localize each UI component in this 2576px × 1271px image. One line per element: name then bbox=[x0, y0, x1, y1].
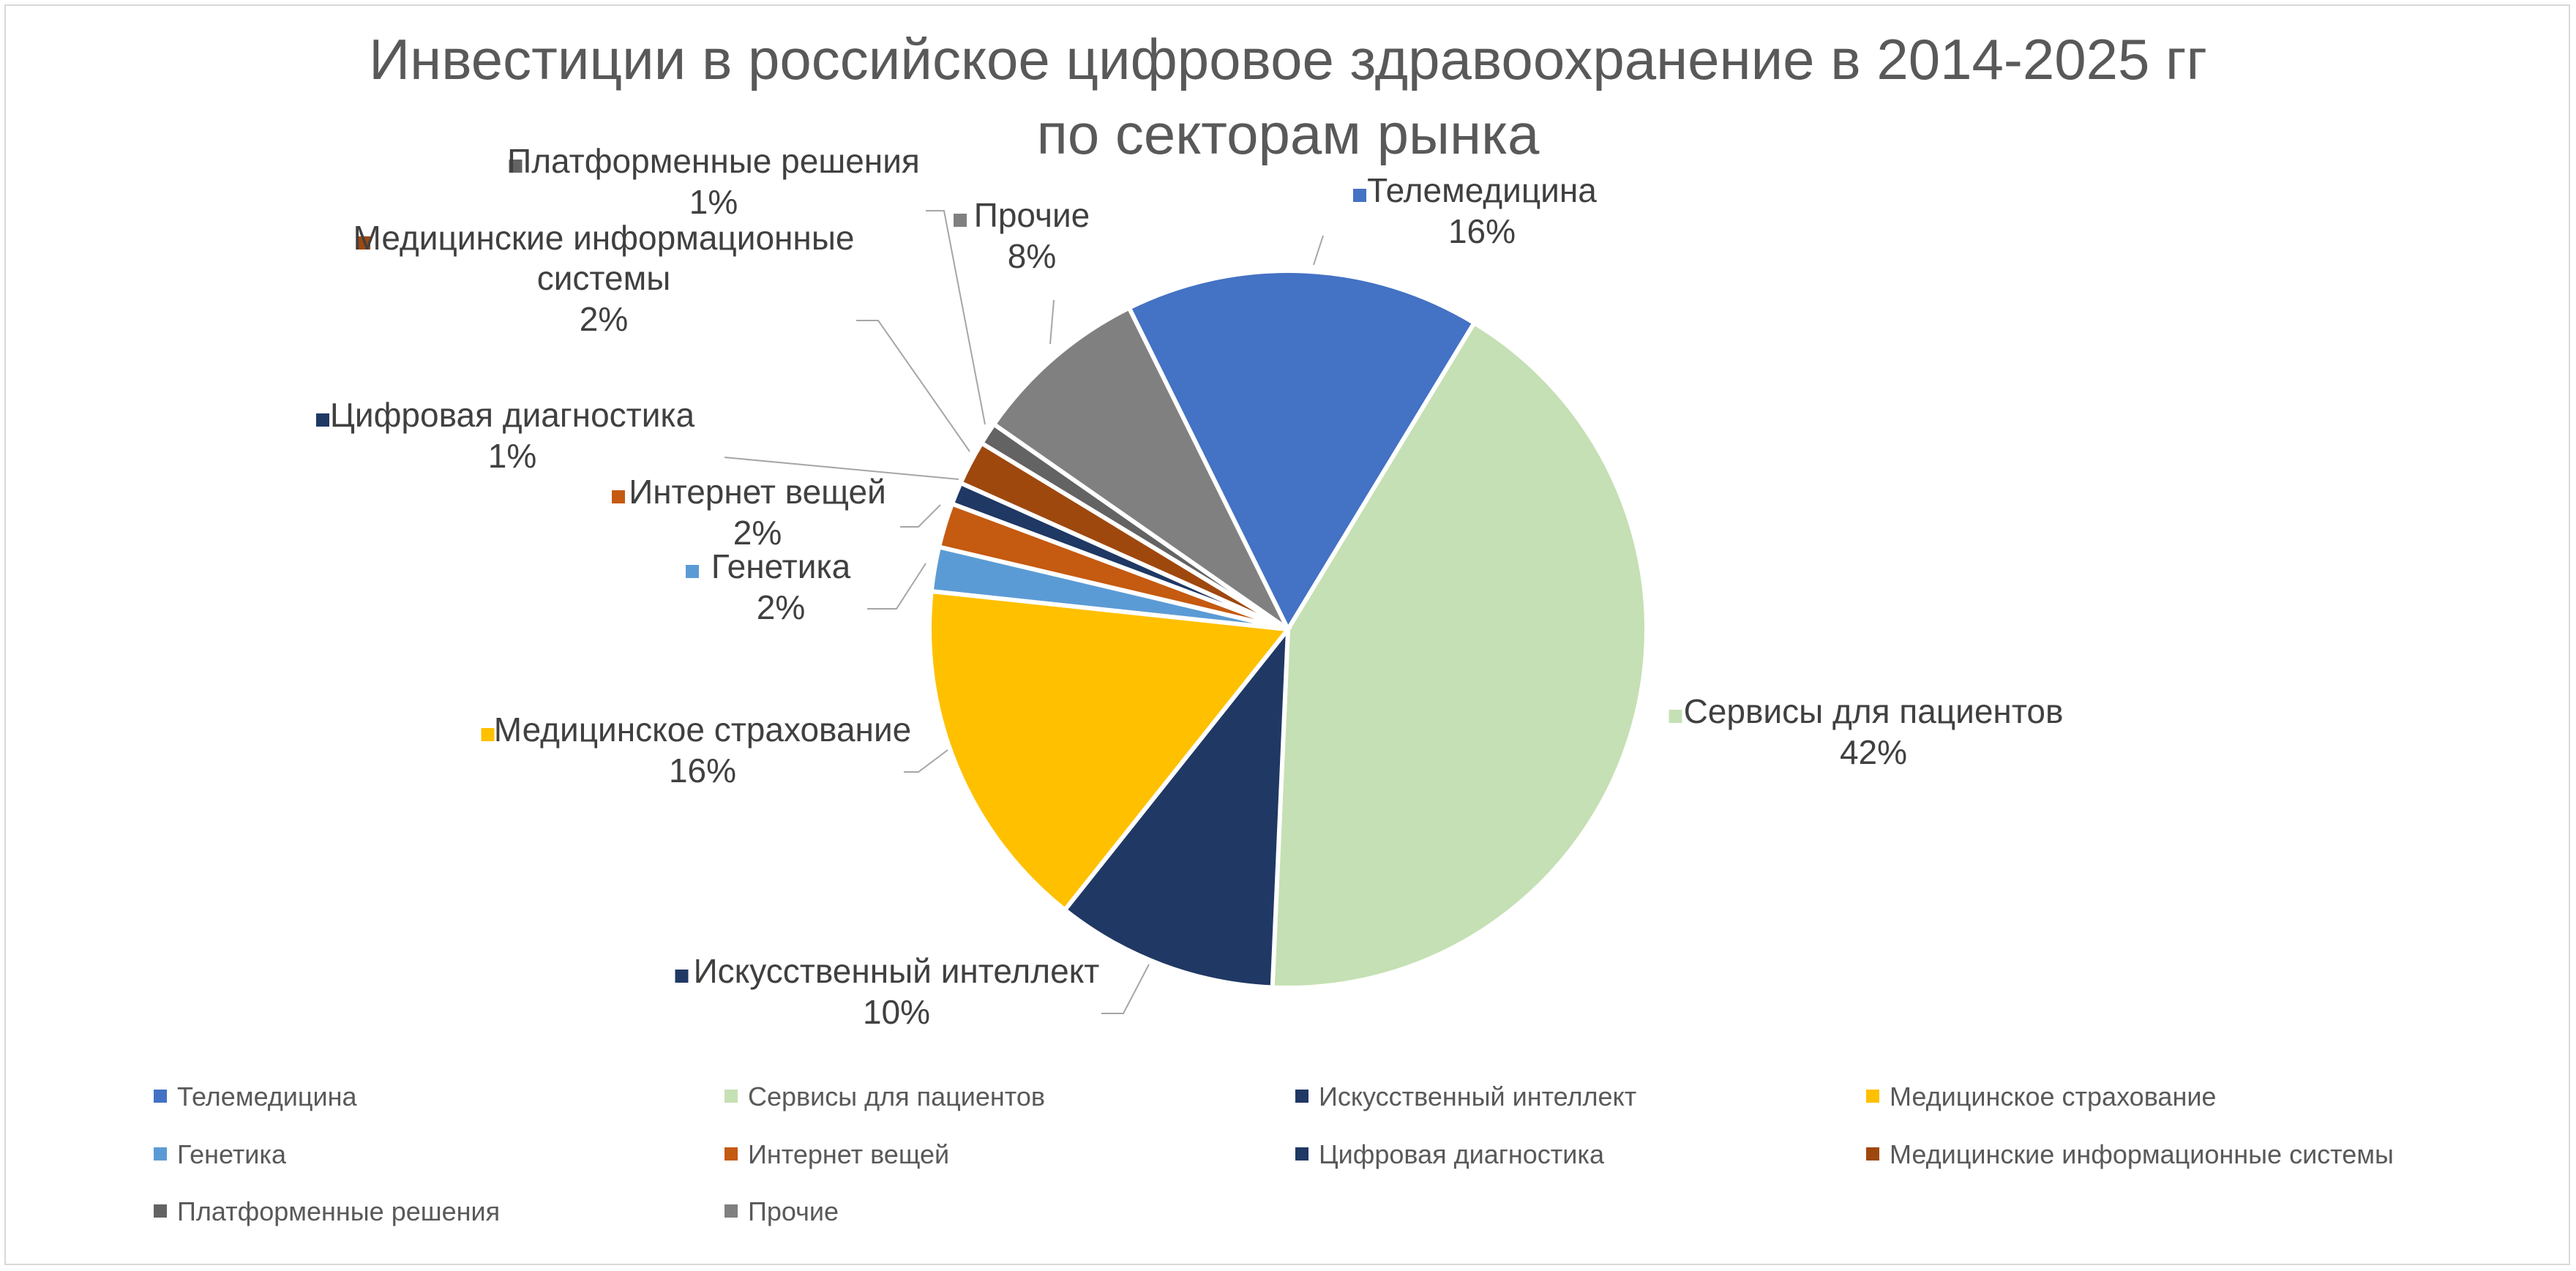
leader-line bbox=[900, 504, 941, 528]
label-name: Генетика bbox=[711, 547, 851, 585]
leader-line bbox=[904, 749, 948, 773]
legend-swatch bbox=[154, 1204, 167, 1218]
label-marker bbox=[357, 236, 370, 250]
legend-item: Платформенные решения bbox=[154, 1196, 500, 1226]
label-marker bbox=[509, 160, 523, 173]
label-percent: 2% bbox=[733, 514, 782, 552]
label-marker bbox=[612, 490, 625, 503]
label-percent: 1% bbox=[689, 183, 738, 221]
legend-item: Искусственный интеллект bbox=[1295, 1081, 1636, 1111]
label-marker bbox=[1669, 710, 1682, 723]
leader-line bbox=[926, 210, 986, 425]
legend-item: Телемедицина bbox=[154, 1081, 358, 1111]
label-name: Искусственный интеллект bbox=[694, 952, 1100, 990]
label-name: Платформенные решения bbox=[507, 142, 920, 180]
label-percent: 2% bbox=[580, 300, 628, 338]
legend-item: Генетика bbox=[154, 1139, 287, 1169]
legend-label: Искусственный интеллект bbox=[1319, 1081, 1636, 1111]
slice-1 bbox=[1270, 320, 1649, 990]
legend-label: Сервисы для пациентов bbox=[748, 1081, 1045, 1111]
label-name: Прочие bbox=[974, 196, 1090, 234]
label-marker bbox=[954, 214, 967, 227]
legend-swatch bbox=[1866, 1090, 1879, 1103]
legend-item: Интернет вещей bbox=[724, 1139, 949, 1169]
legend-swatch bbox=[1295, 1090, 1308, 1103]
legend-item: Прочие bbox=[724, 1196, 839, 1226]
legend-item: Медицинские информационные системы bbox=[1866, 1139, 2394, 1169]
label-marker bbox=[1353, 189, 1366, 202]
legend-label: Цифровая диагностика bbox=[1319, 1139, 1605, 1169]
legend-swatch bbox=[1866, 1147, 1879, 1161]
label-percent: 16% bbox=[1448, 212, 1516, 250]
label-percent: 2% bbox=[757, 588, 805, 626]
label-name: Интернет вещей bbox=[629, 473, 886, 511]
leader-line bbox=[1049, 299, 1055, 345]
label-name: Телемедицина bbox=[1367, 171, 1597, 209]
label-percent: 10% bbox=[863, 993, 930, 1031]
leader-line bbox=[856, 320, 970, 452]
leader-lines bbox=[724, 210, 1324, 1014]
legend-label: Медицинские информационные системы bbox=[1890, 1139, 2394, 1169]
chart-title: Инвестиции в российское цифровое здравоо… bbox=[369, 27, 2207, 91]
label-marker bbox=[316, 413, 329, 427]
label-name: системы bbox=[537, 259, 671, 297]
legend-swatch bbox=[724, 1204, 738, 1218]
leader-line bbox=[724, 457, 959, 480]
leader-line bbox=[867, 563, 926, 610]
legend-item: Медицинское страхование bbox=[1866, 1081, 2216, 1111]
label-name: Сервисы для пациентов bbox=[1684, 692, 2064, 730]
leader-line bbox=[1313, 235, 1324, 266]
leader-line bbox=[1101, 964, 1150, 1014]
label-percent: 16% bbox=[669, 751, 736, 790]
legend-item: Сервисы для пациентов bbox=[724, 1081, 1045, 1111]
legend-swatch bbox=[154, 1147, 167, 1161]
label-percent: 8% bbox=[1008, 237, 1056, 275]
label-name: Цифровая диагностика bbox=[330, 396, 695, 434]
label-marker bbox=[675, 970, 689, 983]
slice-9 bbox=[990, 304, 1290, 631]
legend-label: Прочие bbox=[748, 1196, 839, 1226]
pie-slices bbox=[927, 269, 1649, 990]
legend-label: Платформенные решения bbox=[177, 1196, 500, 1226]
legend-swatch bbox=[724, 1147, 738, 1161]
slice-3 bbox=[927, 588, 1292, 913]
chart-subtitle: по секторам рынка bbox=[1037, 102, 1540, 166]
label-marker bbox=[481, 728, 495, 741]
legend-label: Медицинское страхование bbox=[1890, 1081, 2216, 1111]
legend-item: Цифровая диагностика bbox=[1295, 1139, 1605, 1169]
label-name: Медицинские информационные bbox=[353, 219, 855, 257]
legend-swatch bbox=[154, 1090, 167, 1103]
label-marker bbox=[686, 565, 699, 578]
slice-0 bbox=[1126, 269, 1478, 634]
label-percent: 1% bbox=[488, 437, 536, 475]
label-percent: 42% bbox=[1840, 733, 1907, 771]
legend-swatch bbox=[724, 1090, 738, 1103]
legend-label: Интернет вещей bbox=[748, 1139, 949, 1169]
legend-swatch bbox=[1295, 1147, 1308, 1161]
legend: Телемедицина Сервисы для пациентов Искусст… bbox=[154, 1081, 2394, 1226]
legend-label: Телемедицина bbox=[177, 1081, 358, 1111]
legend-label: Генетика bbox=[177, 1139, 287, 1169]
label-name: Медицинское страхование bbox=[494, 711, 911, 749]
slice-2 bbox=[1061, 622, 1291, 990]
